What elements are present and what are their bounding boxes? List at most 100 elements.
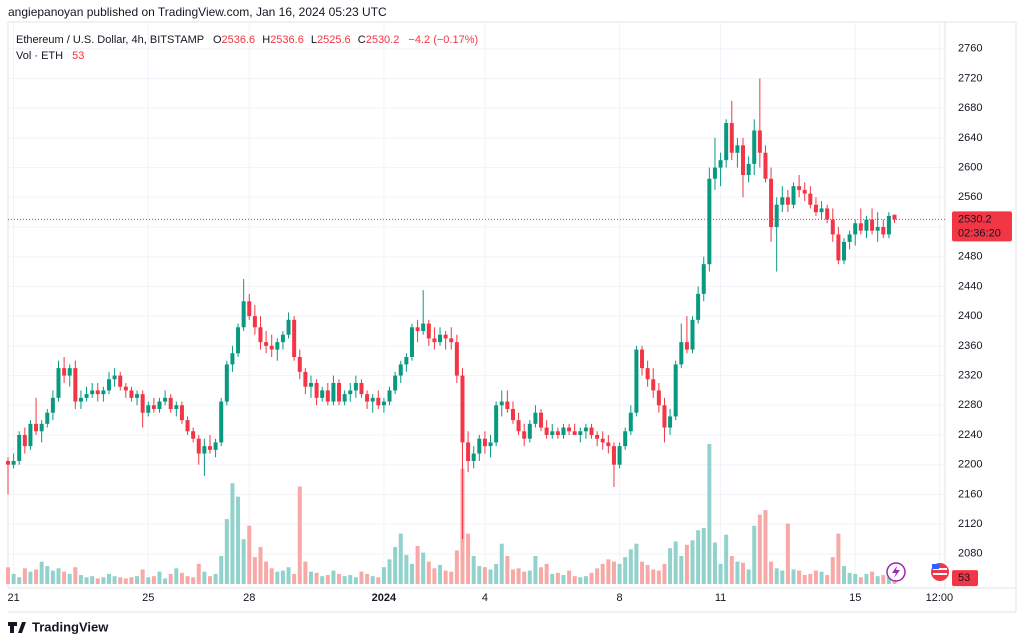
candle-body <box>314 382 319 398</box>
candle-body <box>50 397 55 413</box>
volume-bar <box>505 556 510 584</box>
candle-body <box>381 401 386 406</box>
candle-body <box>735 145 740 153</box>
x-tick-label: 12:00 <box>926 592 954 604</box>
y-tick-label: 2560 <box>958 191 982 203</box>
candle-body <box>606 442 611 447</box>
volume-bar <box>477 566 482 584</box>
volume-bar <box>376 577 381 584</box>
y-tick-label: 2640 <box>958 132 982 144</box>
candle-body <box>578 431 583 435</box>
candle-body <box>466 442 471 461</box>
volume-bar <box>185 576 190 584</box>
candle-body <box>252 316 257 328</box>
volume-bar <box>724 534 729 584</box>
candle-body <box>741 145 746 176</box>
y-tick-label: 2200 <box>958 459 982 471</box>
candle-body <box>746 163 751 176</box>
candle-body <box>398 364 403 376</box>
volume-bar <box>421 552 426 584</box>
candle-body <box>707 178 712 265</box>
y-tick-label: 2360 <box>958 340 982 352</box>
volume-bar <box>241 539 246 584</box>
candle-body <box>763 152 768 179</box>
candle-body <box>202 446 207 454</box>
volume-bar <box>28 571 33 584</box>
volume-bar <box>673 541 678 584</box>
candle-body <box>393 375 398 391</box>
volume-bar <box>213 573 218 584</box>
volume-bar <box>381 567 386 584</box>
volume-bar <box>757 514 762 584</box>
volume-bar <box>791 569 796 584</box>
volume-bar <box>157 571 162 584</box>
candle-body <box>611 446 616 465</box>
candle-body <box>853 223 858 235</box>
volume-bar <box>696 530 701 584</box>
candle-body <box>808 193 813 205</box>
volume-bar <box>875 576 880 584</box>
volume-bar <box>651 569 656 584</box>
candle-body <box>95 390 100 395</box>
volume-bar <box>50 570 55 584</box>
volume-bar <box>539 567 544 584</box>
volume-bar <box>308 571 313 584</box>
volume-bar <box>488 569 493 584</box>
volume-bar <box>280 570 285 584</box>
volume-bar <box>252 557 257 584</box>
volume-bar <box>853 573 858 584</box>
y-tick-label: 2320 <box>958 369 982 381</box>
candle-body <box>684 342 689 350</box>
candle-body <box>875 227 880 231</box>
y-tick-label: 2160 <box>958 488 982 500</box>
candle-body <box>701 264 706 294</box>
candle-body <box>207 446 212 450</box>
volume-bar <box>466 533 471 584</box>
candle-body <box>376 397 381 406</box>
x-tick-label: 15 <box>849 592 861 604</box>
candle-body <box>802 189 807 194</box>
y-tick-label: 2680 <box>958 102 982 114</box>
countdown: 02:36:20 <box>958 227 1001 239</box>
volume-bar <box>555 572 560 584</box>
volume-bar <box>415 545 420 584</box>
x-tick-label: 11 <box>715 592 726 604</box>
volume-bar <box>516 568 521 584</box>
candle-body <box>370 397 375 402</box>
ohlc-value: 2536.6 <box>270 34 304 46</box>
volume-bar <box>712 542 717 584</box>
volume-bar <box>640 561 645 584</box>
candle-body <box>421 323 426 331</box>
volume-bar <box>22 568 27 584</box>
candle-body <box>140 394 145 413</box>
candle-body <box>359 382 364 395</box>
candle-body <box>337 382 342 402</box>
y-tick-label: 2720 <box>958 72 982 84</box>
volume-bar <box>870 571 875 584</box>
candle-body <box>241 301 246 328</box>
candle-body <box>830 219 835 235</box>
volume-bar <box>482 567 487 584</box>
volume-bar <box>353 577 358 584</box>
candle-body <box>836 234 841 261</box>
candle-body <box>45 412 50 424</box>
x-tick-label: 21 <box>7 592 19 604</box>
volume-bar <box>101 577 106 584</box>
candle-body <box>522 431 527 439</box>
candle-body <box>196 438 201 454</box>
volume-bar <box>735 561 740 584</box>
volume-bar <box>269 568 274 584</box>
y-tick-label: 2440 <box>958 280 982 292</box>
volume-bar <box>583 576 588 584</box>
volume-bar <box>572 576 577 584</box>
candle-body <box>415 327 420 331</box>
volume-bar <box>409 563 414 584</box>
ohlc-letter: O <box>213 34 222 46</box>
candle-body <box>365 394 370 402</box>
volume-bar <box>90 576 95 584</box>
volume-bar <box>510 569 515 584</box>
brand-logo <box>8 622 26 633</box>
volume-bar <box>746 569 751 584</box>
volume-bar <box>684 544 689 584</box>
volume-bar <box>628 549 633 584</box>
